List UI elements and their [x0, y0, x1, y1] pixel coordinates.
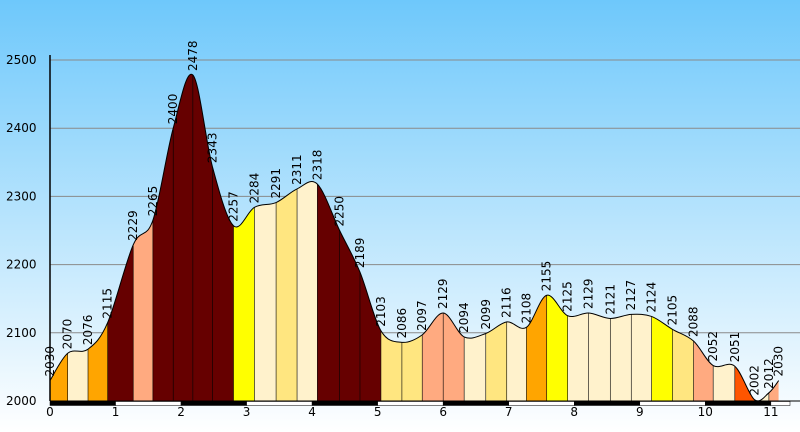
point-label: 2125	[561, 281, 575, 312]
point-label: 2250	[333, 196, 347, 227]
point-label: 2311	[290, 154, 304, 185]
point-label: 2002	[747, 365, 761, 396]
point-label: 2070	[61, 319, 75, 350]
point-labels: 2030 2070 2076 2115 2229 2265 2400 2478 2343 2257…	[43, 40, 786, 395]
x-tick-label: 8	[570, 405, 578, 419]
point-label: 2291	[269, 168, 283, 199]
point-label: 2284	[247, 173, 261, 204]
point-label: 2051	[728, 332, 742, 363]
x-tick-label: 10	[698, 405, 713, 419]
axes: 2000 2100 2200 2300 2400 2500 0 1 2 3 4 5 6 7 8 9 10 11	[6, 53, 800, 419]
y-tick-label: 2400	[6, 121, 37, 135]
x-tick-label: 11	[763, 405, 778, 419]
point-label: 2343	[206, 133, 220, 164]
point-label: 2189	[353, 238, 367, 269]
y-tick-label: 2100	[6, 326, 37, 340]
y-tick-label: 2300	[6, 189, 37, 203]
point-label: 2088	[687, 306, 701, 337]
x-tick-label: 7	[505, 405, 513, 419]
point-label: 2129	[436, 278, 450, 309]
point-label: 2124	[645, 282, 659, 313]
point-label: 2318	[310, 150, 324, 181]
x-tick-label: 1	[112, 405, 120, 419]
scale-bar-segment	[377, 401, 444, 406]
point-label: 2116	[500, 287, 514, 318]
point-label: 2103	[374, 296, 388, 327]
slope-segment	[173, 74, 193, 401]
scale-bar-segment	[49, 401, 116, 406]
scale-bar-segment	[508, 401, 575, 406]
point-label: 2012	[762, 358, 776, 389]
scale-bar-segment	[442, 401, 509, 406]
point-label: 2076	[81, 315, 95, 346]
point-label: 2229	[126, 210, 140, 241]
point-label: 2030	[43, 346, 57, 377]
point-label: 2094	[457, 302, 471, 333]
x-tick-label: 9	[636, 405, 644, 419]
scale-bar-segment	[180, 401, 247, 406]
point-label: 2030	[772, 346, 786, 377]
point-label: 2121	[603, 284, 617, 315]
x-tick-label: 6	[439, 405, 447, 419]
y-tick-label: 2200	[6, 258, 37, 272]
point-label: 2129	[582, 278, 596, 309]
point-label: 2099	[479, 299, 493, 330]
point-label: 2115	[101, 288, 115, 319]
point-label: 2127	[624, 280, 638, 311]
scale-bar-segment	[311, 401, 378, 406]
scale-bar-segment	[705, 401, 772, 406]
scale-bar-segment	[246, 401, 313, 406]
point-label: 2155	[540, 261, 554, 292]
x-tick-label: 3	[243, 405, 251, 419]
point-label: 2105	[666, 295, 680, 326]
profile-line	[49, 73, 780, 402]
point-label: 2478	[186, 40, 200, 71]
x-tick-label: 4	[308, 405, 316, 419]
y-tick-label: 2500	[6, 53, 37, 67]
point-label: 2400	[166, 94, 180, 125]
x-tick-label: 0	[46, 405, 54, 419]
point-label: 2086	[395, 308, 409, 339]
x-tick-label: 5	[374, 405, 382, 419]
x-tick-label: 2	[177, 405, 185, 419]
y-tick-label: 2000	[6, 394, 37, 408]
scale-bar-segment	[115, 401, 182, 406]
slope-segment	[192, 74, 213, 401]
point-label: 2108	[519, 293, 533, 324]
point-label: 2052	[706, 331, 720, 362]
point-label: 2257	[226, 191, 240, 222]
scale-bar-segment	[573, 401, 641, 406]
scale-bar-segment	[639, 401, 706, 406]
point-label: 2097	[415, 300, 429, 331]
scale-bar-segment	[770, 401, 791, 406]
profile-line-layer	[49, 73, 780, 402]
point-label: 2265	[146, 186, 160, 217]
